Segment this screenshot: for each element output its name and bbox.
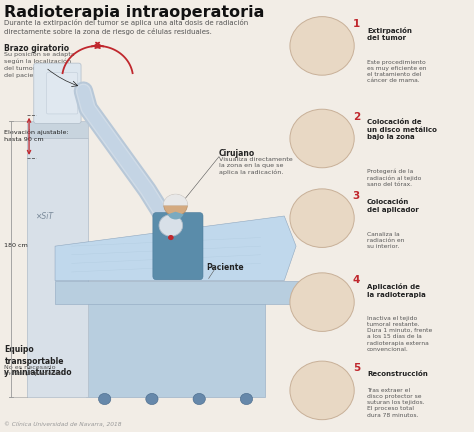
Text: 2: 2 — [353, 111, 360, 121]
Circle shape — [164, 194, 187, 216]
FancyBboxPatch shape — [27, 139, 88, 397]
Circle shape — [159, 215, 182, 236]
FancyBboxPatch shape — [27, 121, 88, 139]
Text: Paciente: Paciente — [206, 263, 244, 272]
Text: Reconstrucción: Reconstrucción — [367, 372, 428, 378]
Text: Brazo giratorio: Brazo giratorio — [4, 44, 70, 53]
Wedge shape — [168, 212, 183, 219]
Circle shape — [193, 394, 205, 405]
FancyBboxPatch shape — [34, 63, 81, 124]
Text: Aplicación de
la radioterapia: Aplicación de la radioterapia — [367, 283, 426, 298]
Polygon shape — [55, 216, 296, 281]
Circle shape — [290, 189, 354, 248]
Text: No es necesario
mover al paciente.: No es necesario mover al paciente. — [4, 365, 65, 376]
Text: Cirujano: Cirujano — [219, 149, 255, 158]
Circle shape — [290, 109, 354, 168]
Text: Colocación de
un disco metálico
bajo la zona: Colocación de un disco metálico bajo la … — [367, 120, 437, 140]
Circle shape — [290, 273, 354, 331]
Text: 1: 1 — [353, 19, 360, 29]
Text: 180 cm: 180 cm — [4, 243, 28, 248]
Text: 5: 5 — [353, 363, 360, 373]
Text: Equipo
transportable
y miniaturizado: Equipo transportable y miniaturizado — [4, 345, 72, 377]
FancyBboxPatch shape — [153, 213, 203, 280]
Text: Su posición se adapta
según la localización
del tumor y la anatomía
del paciente: Su posición se adapta según la localizac… — [4, 51, 82, 78]
Text: Colocación
del aplicador: Colocación del aplicador — [367, 199, 419, 213]
Text: Este procedimiento
es muy eficiente en
el tratamiento del
cáncer de mama.: Este procedimiento es muy eficiente en e… — [367, 60, 427, 83]
FancyBboxPatch shape — [86, 302, 265, 397]
Text: Durante la extirpación del tumor se aplica una alta dosis de radiación
directame: Durante la extirpación del tumor se apli… — [4, 19, 249, 35]
Text: Protegerá de la
radiación al tejido
sano del tórax.: Protegerá de la radiación al tejido sano… — [367, 168, 421, 187]
Circle shape — [168, 235, 173, 240]
Text: Radioterapia intraoperatoria: Radioterapia intraoperatoria — [4, 5, 265, 20]
Text: Elevación ajustable:
hasta 90 cm: Elevación ajustable: hasta 90 cm — [4, 130, 69, 142]
Circle shape — [240, 394, 253, 405]
Text: Visualiza directamente
la zona en la que se
aplica la radicación.: Visualiza directamente la zona en la que… — [219, 156, 293, 175]
Circle shape — [290, 361, 354, 419]
FancyBboxPatch shape — [46, 73, 78, 114]
Circle shape — [290, 16, 354, 75]
Text: 4: 4 — [353, 275, 360, 285]
Text: Inactiva el tejido
tumoral restante.
Dura 1 minuto, frente
a los 15 días de la
r: Inactiva el tejido tumoral restante. Dur… — [367, 316, 432, 352]
FancyBboxPatch shape — [55, 281, 301, 304]
Text: 3: 3 — [353, 191, 360, 201]
Wedge shape — [163, 194, 188, 205]
Circle shape — [146, 394, 158, 405]
Text: ✕SiT: ✕SiT — [35, 212, 53, 220]
Text: © Clínica Universidad de Navarra, 2018: © Clínica Universidad de Navarra, 2018 — [4, 421, 122, 427]
Text: Extirpación
del tumor: Extirpación del tumor — [367, 27, 412, 41]
Circle shape — [99, 394, 111, 405]
Text: Tras extraer el
disco protector se
suturan los tejidos.
El proceso total
dura 78: Tras extraer el disco protector se sutur… — [367, 388, 425, 417]
Text: Canaliza la
radiación en
su interior.: Canaliza la radiación en su interior. — [367, 232, 404, 249]
